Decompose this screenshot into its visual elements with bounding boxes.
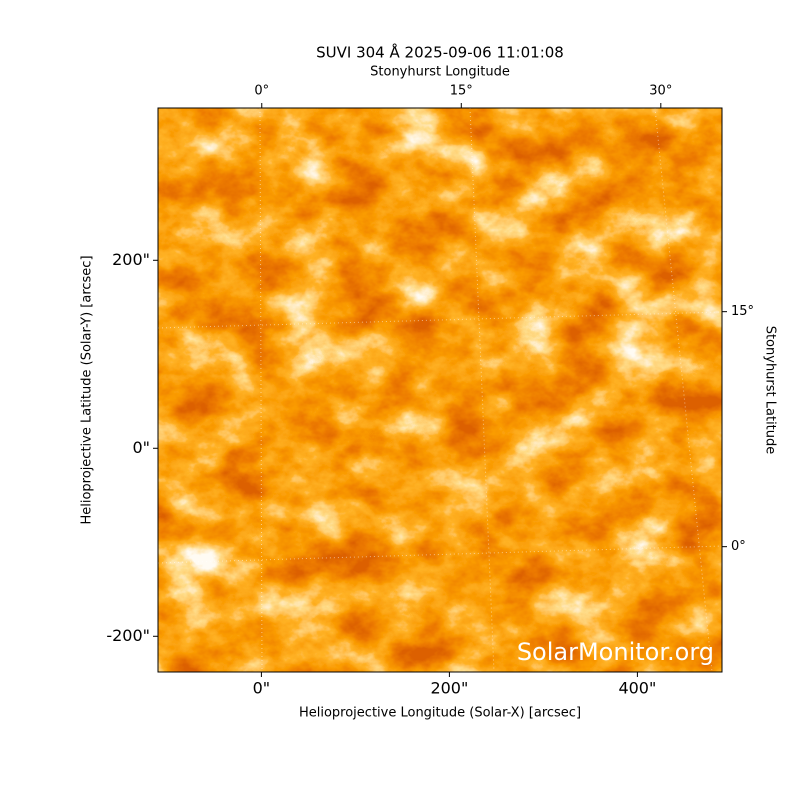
coordinate-grid xyxy=(157,107,723,673)
watermark: SolarMonitor.org xyxy=(517,638,714,666)
x-tick-label: 200" xyxy=(430,679,468,698)
solar-image xyxy=(158,108,722,672)
y-tick-label: -200" xyxy=(106,626,150,645)
x-axis-label: Helioprojective Longitude (Solar-X) [arc… xyxy=(299,706,581,721)
top-tick-label: 30° xyxy=(649,84,672,99)
right-axis-label: Stonyhurst Latitude xyxy=(763,326,778,455)
x-tick-label: 0" xyxy=(253,679,271,698)
right-tick-label: 15° xyxy=(731,304,754,319)
top-axis-label: Stonyhurst Longitude xyxy=(370,65,510,80)
y-tick-label: 0" xyxy=(132,438,150,457)
chart-title: SUVI 304 Å 2025-09-06 11:01:08 xyxy=(316,43,564,62)
x-tick-label: 400" xyxy=(618,679,656,698)
y-tick-label: 200" xyxy=(112,250,150,269)
y-axis-label: Helioprojective Latitude (Solar-Y) [arcs… xyxy=(80,255,95,524)
right-tick-label: 0° xyxy=(731,539,746,554)
top-tick-label: 15° xyxy=(450,84,473,99)
top-tick-label: 0° xyxy=(254,84,269,99)
axes-frame xyxy=(157,107,723,673)
